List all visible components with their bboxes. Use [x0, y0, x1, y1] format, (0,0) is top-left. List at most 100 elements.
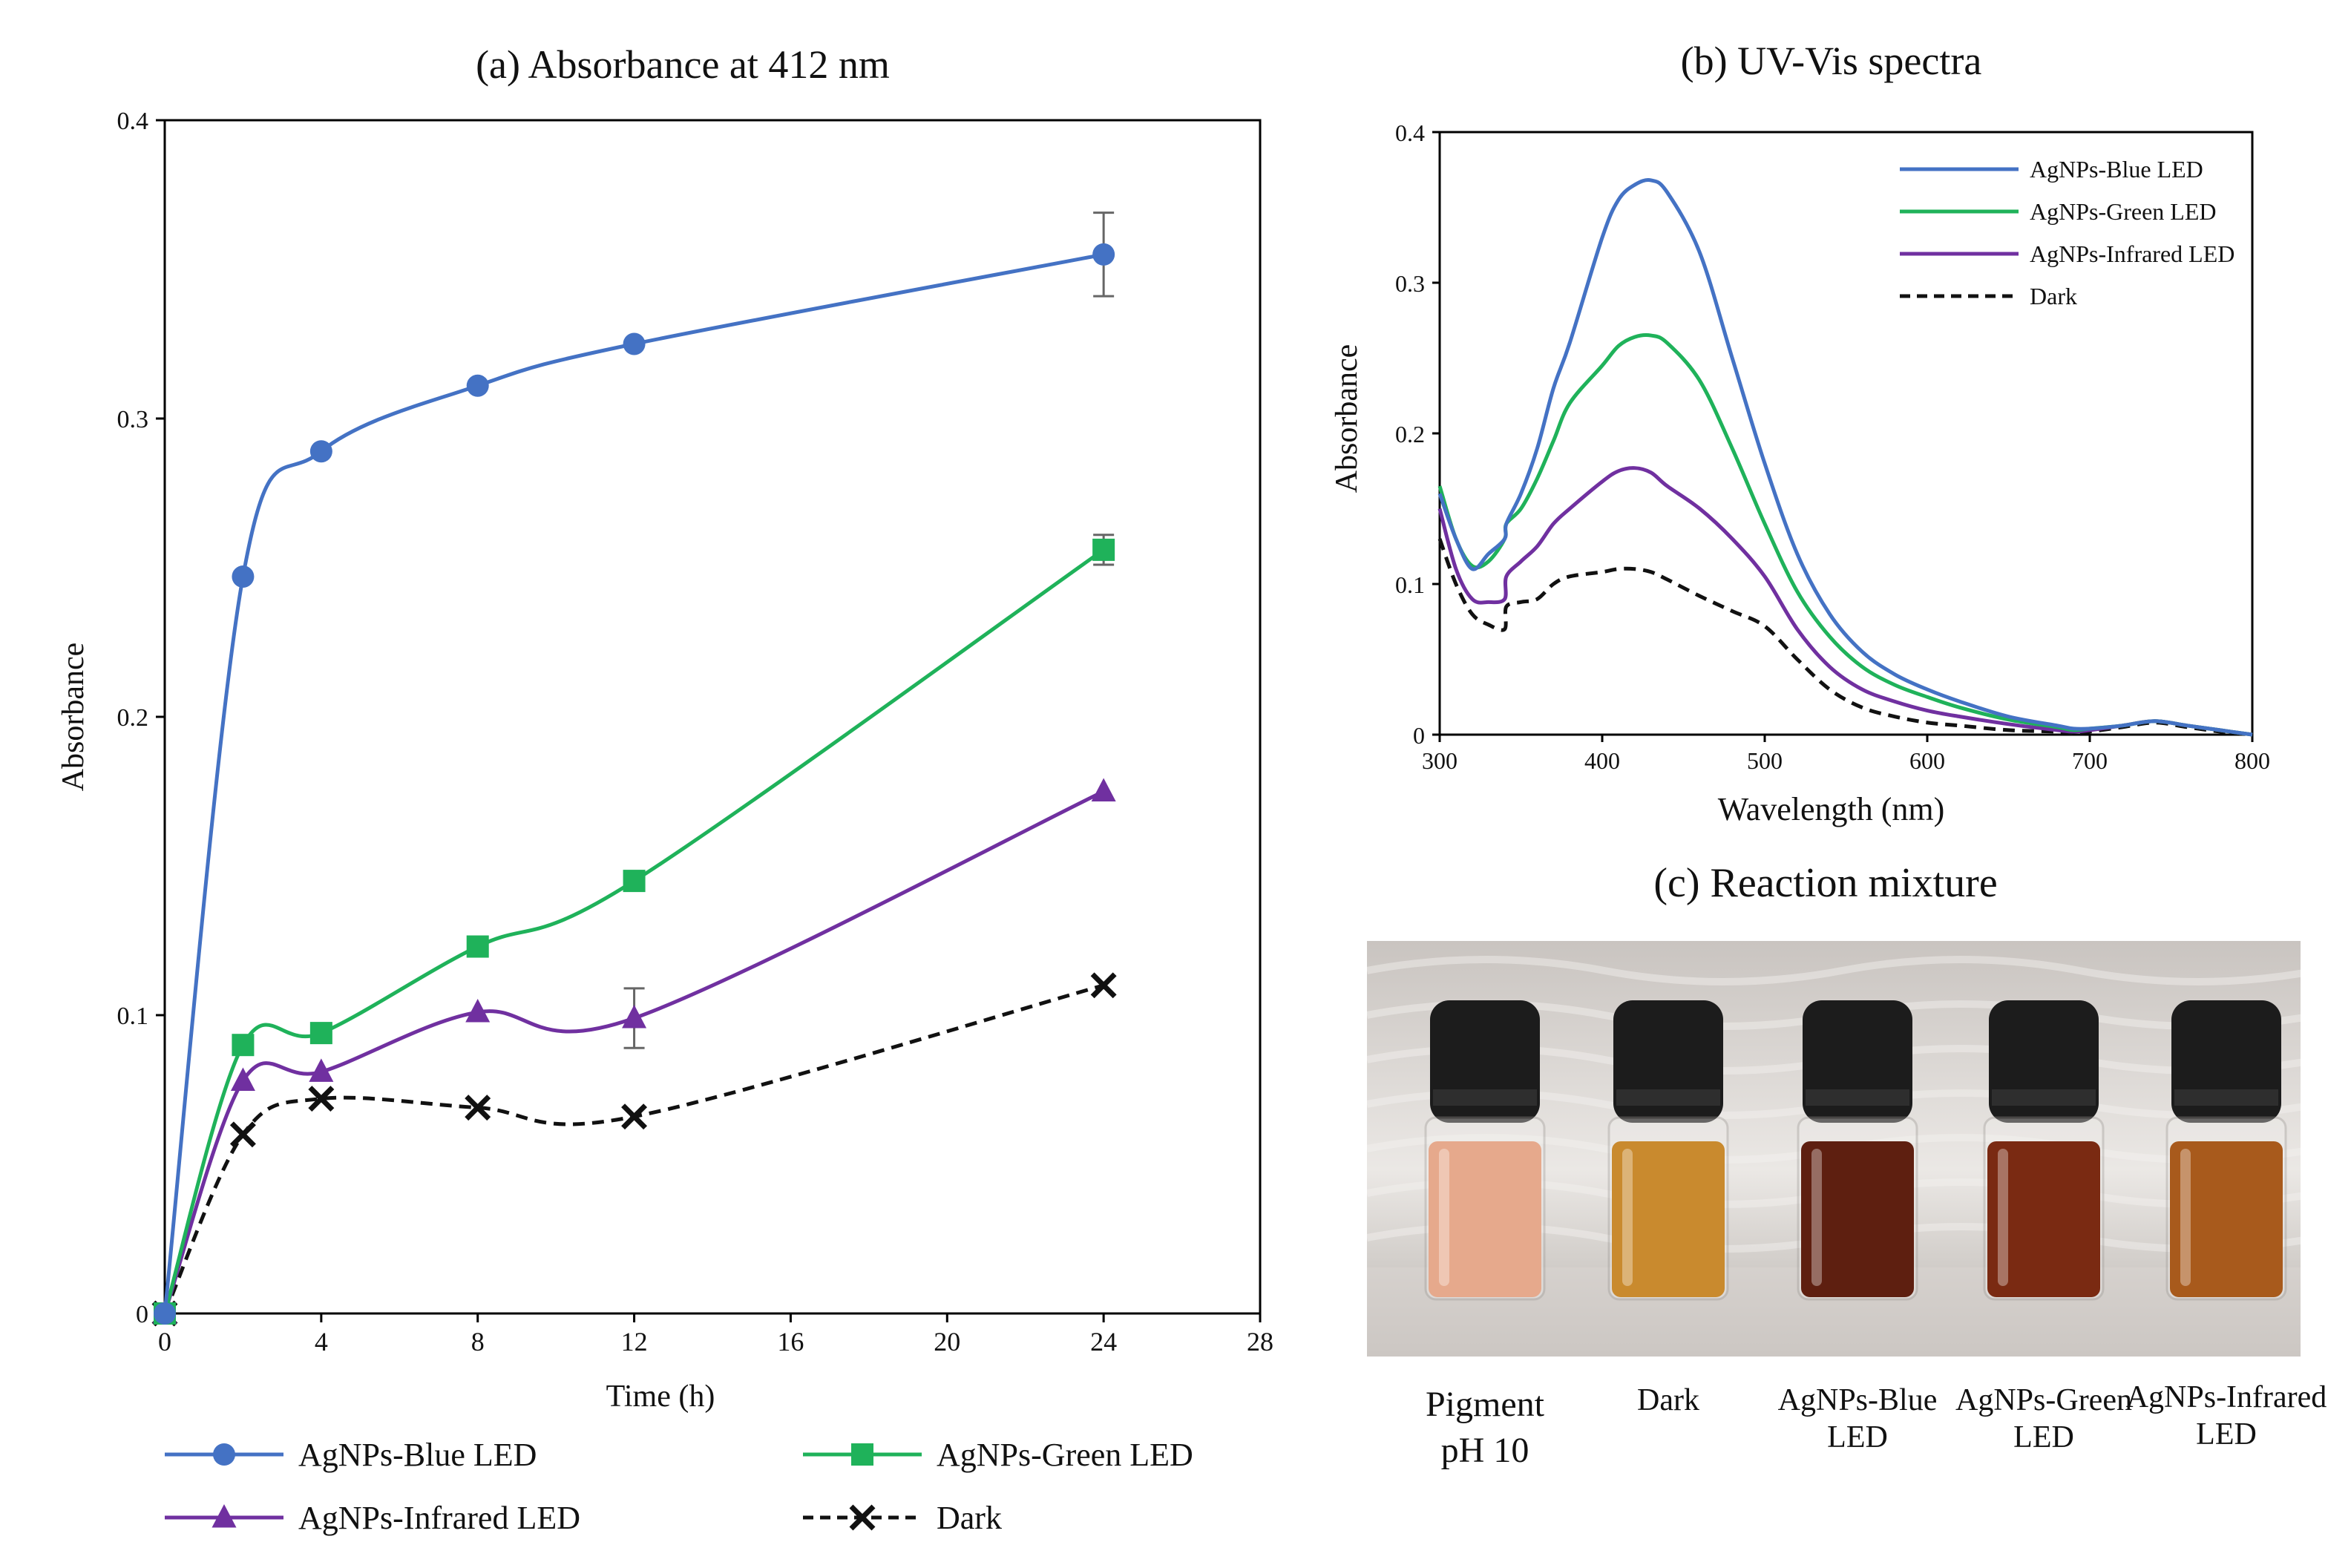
legend-marker: [212, 1504, 237, 1528]
series-line: [163, 252, 1104, 1314]
data-point: [621, 1103, 648, 1130]
y-tick-label-a: 0.2: [117, 704, 149, 732]
legend-label: AgNPs-Blue LED: [298, 1437, 537, 1473]
x-tick-label-b: 600: [1909, 747, 1945, 774]
legend-marker: [849, 1504, 876, 1531]
data-point: [229, 1121, 256, 1148]
x-tick-label-b: 400: [1584, 747, 1620, 774]
vial-3: [1983, 1000, 2105, 1301]
data-point: [232, 1034, 255, 1057]
data-point-stroke-b: [229, 1121, 256, 1148]
data-point: [623, 870, 646, 893]
legend-b-item-1: AgNPs-Green LED: [1900, 198, 2217, 225]
vial-1: [1607, 1000, 1729, 1301]
towel-texture: [1367, 956, 2301, 985]
y-tick-label-a: 0.4: [117, 108, 149, 135]
vial-cap-ring: [1616, 1089, 1720, 1106]
data-point: [465, 998, 491, 1023]
legend-b-item-0: AgNPs-Blue LED: [1900, 156, 2203, 183]
vial-cap-ring: [1433, 1089, 1537, 1106]
x-tick-label-a: 8: [471, 1327, 485, 1357]
vial-label-line2: LED: [2196, 1417, 2257, 1451]
series-line: [163, 983, 1104, 1315]
legend-label: Dark: [2030, 283, 2077, 309]
vial-label-4: AgNPs-Infrared LED: [2115, 1379, 2338, 1453]
y-tick-label-b: 0: [1413, 722, 1425, 749]
data-point-stroke-b: [1090, 972, 1117, 999]
legend-a-item-0: AgNPs-Blue LED: [165, 1437, 537, 1473]
vial-label-1: Dark: [1557, 1382, 1780, 1419]
x-tick-label-b: 800: [2234, 747, 2270, 774]
x-axis-label-b: Wavelength (nm): [1718, 791, 1945, 827]
vial-label-line2: LED: [2013, 1420, 2074, 1454]
series-a-0: [154, 211, 1115, 1325]
y-tick-label-b: 0.1: [1395, 571, 1425, 598]
vial-cap-ring: [1806, 1089, 1909, 1106]
vial-highlight: [1439, 1149, 1449, 1286]
y-tick-label-b: 0.3: [1395, 270, 1425, 297]
legend-marker: [851, 1443, 873, 1466]
vial-highlight: [1998, 1149, 2008, 1286]
y-tick-label-b: 0.4: [1395, 119, 1425, 146]
data-point: [1091, 778, 1116, 801]
x-tick-label-a: 16: [777, 1327, 804, 1357]
legend-label: AgNPs-Infrared LED: [2030, 240, 2234, 267]
chart-a-title: (a) Absorbance at 412 nm: [476, 42, 890, 87]
data-point: [465, 1095, 491, 1121]
data-point: [466, 374, 489, 397]
vial-label-line2: LED: [1827, 1420, 1888, 1454]
vial-photo: [1367, 941, 2301, 1357]
data-point: [466, 935, 489, 958]
y-axis-label-b: Absorbance: [1330, 344, 1364, 493]
legend-label: AgNPs-Green LED: [2030, 198, 2217, 225]
legend-label: AgNPs-Infrared LED: [298, 1500, 580, 1536]
x-tick-label-a: 28: [1247, 1327, 1273, 1357]
chart-a: (a) Absorbance at 412 nm 0 0.1 0.2 0.3 0.4 0 4 8…: [56, 42, 1273, 1536]
vial-liquid: [1801, 1141, 1914, 1297]
vial-0: [1424, 1000, 1546, 1301]
x-axis-label-a: Time (h): [606, 1380, 715, 1414]
legend-b-item-3: Dark: [1900, 283, 2077, 309]
vial-label-line1: AgNPs-Green: [1955, 1383, 2132, 1417]
series-a-1: [154, 534, 1115, 1325]
vial-label-3: AgNPs-Green LED: [1932, 1382, 2155, 1456]
data-point: [154, 1302, 176, 1325]
data-point: [1090, 972, 1117, 999]
data-point-stroke-b: [465, 1095, 491, 1121]
legend-b-item-2: AgNPs-Infrared LED: [1900, 240, 2234, 267]
vial-cap-ring: [2174, 1089, 2278, 1106]
vial-highlight: [1622, 1149, 1633, 1286]
vial-liquid: [2170, 1141, 2283, 1297]
vial-label-0: Pigment pH 10: [1374, 1382, 1596, 1474]
legend-a-item-3: Dark: [803, 1500, 1002, 1536]
series-line: [163, 790, 1105, 1314]
chart-b-title: (b) UV-Vis spectra: [1681, 39, 1982, 83]
chart-b: (b) UV-Vis spectra 0 0.1 0.2 0.3 0.4 300 400 500…: [1330, 39, 2270, 827]
x-tick-label-b: 700: [2072, 747, 2108, 774]
spectrum-2: [1437, 466, 2253, 737]
legend-a-item-1: AgNPs-Green LED: [803, 1437, 1193, 1473]
vial-4: [2165, 1000, 2287, 1301]
data-point-stroke-b: [308, 1086, 335, 1112]
vial-label-line1: AgNPs-Blue: [1777, 1383, 1938, 1417]
vial-label-line1: Dark: [1637, 1383, 1699, 1417]
y-tick-label-a: 0.1: [117, 1003, 149, 1030]
vial-liquid: [1429, 1141, 1541, 1297]
series-a-2: [152, 778, 1116, 1324]
data-point: [308, 1086, 335, 1112]
panel-c-title: (c) Reaction mixture: [1653, 860, 1998, 906]
vial-liquid: [1987, 1141, 2100, 1297]
y-axis-label-a: Absorbance: [56, 643, 91, 792]
chart-a-frame: [163, 119, 1262, 1315]
series-line: [163, 548, 1105, 1314]
y-tick-label-a: 0: [136, 1301, 148, 1328]
vial-label-line2: pH 10: [1440, 1431, 1529, 1470]
data-point: [309, 440, 332, 463]
y-tick-label-a: 0.3: [117, 406, 149, 433]
x-tick-label-b: 300: [1422, 747, 1458, 774]
vial-cap-ring: [1992, 1089, 2096, 1106]
vial-liquid: [1612, 1141, 1725, 1297]
legend-label: AgNPs-Blue LED: [2030, 156, 2203, 183]
x-tick-label-a: 12: [621, 1327, 648, 1357]
